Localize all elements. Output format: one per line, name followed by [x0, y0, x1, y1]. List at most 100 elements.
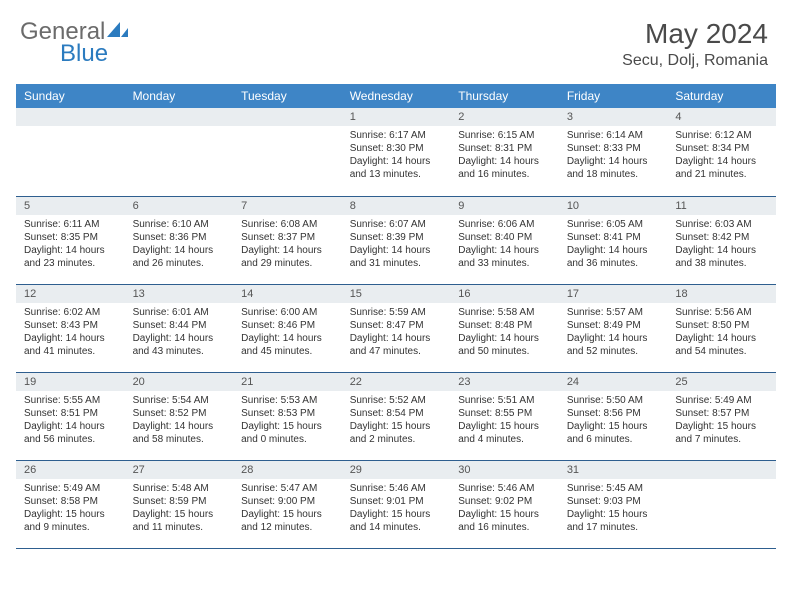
day-details: Sunrise: 6:17 AMSunset: 8:30 PMDaylight:… — [342, 126, 451, 186]
day-number: 16 — [450, 285, 559, 303]
day-cell: 26Sunrise: 5:49 AMSunset: 8:58 PMDayligh… — [16, 460, 125, 548]
brand-logo: GeneralBlue — [20, 18, 129, 68]
day-number: 6 — [125, 197, 234, 215]
day-details: Sunrise: 6:14 AMSunset: 8:33 PMDaylight:… — [559, 126, 668, 186]
day-number: 31 — [559, 461, 668, 479]
day-cell: 29Sunrise: 5:46 AMSunset: 9:01 PMDayligh… — [342, 460, 451, 548]
week-row: 1Sunrise: 6:17 AMSunset: 8:30 PMDaylight… — [16, 108, 776, 196]
brand-part2: Blue — [60, 40, 129, 68]
week-row: 26Sunrise: 5:49 AMSunset: 8:58 PMDayligh… — [16, 460, 776, 548]
day-cell: 7Sunrise: 6:08 AMSunset: 8:37 PMDaylight… — [233, 196, 342, 284]
title-block: May 2024 Secu, Dolj, Romania — [622, 18, 768, 70]
day-details: Sunrise: 5:46 AMSunset: 9:02 PMDaylight:… — [450, 479, 559, 539]
day-number: 11 — [667, 197, 776, 215]
day-cell: 15Sunrise: 5:59 AMSunset: 8:47 PMDayligh… — [342, 284, 451, 372]
day-details: Sunrise: 6:08 AMSunset: 8:37 PMDaylight:… — [233, 215, 342, 275]
day-cell: 6Sunrise: 6:10 AMSunset: 8:36 PMDaylight… — [125, 196, 234, 284]
month-title: May 2024 — [622, 18, 768, 50]
day-details: Sunrise: 5:56 AMSunset: 8:50 PMDaylight:… — [667, 303, 776, 363]
day-details: Sunrise: 6:06 AMSunset: 8:40 PMDaylight:… — [450, 215, 559, 275]
day-number: 23 — [450, 373, 559, 391]
day-cell — [16, 108, 125, 196]
day-cell — [125, 108, 234, 196]
daynum-empty — [125, 108, 234, 126]
day-number: 7 — [233, 197, 342, 215]
day-cell: 27Sunrise: 5:48 AMSunset: 8:59 PMDayligh… — [125, 460, 234, 548]
day-details: Sunrise: 6:10 AMSunset: 8:36 PMDaylight:… — [125, 215, 234, 275]
day-cell: 21Sunrise: 5:53 AMSunset: 8:53 PMDayligh… — [233, 372, 342, 460]
day-cell — [233, 108, 342, 196]
day-details: Sunrise: 5:58 AMSunset: 8:48 PMDaylight:… — [450, 303, 559, 363]
calendar-table: SundayMondayTuesdayWednesdayThursdayFrid… — [16, 84, 776, 549]
day-number: 21 — [233, 373, 342, 391]
day-cell: 11Sunrise: 6:03 AMSunset: 8:42 PMDayligh… — [667, 196, 776, 284]
day-details: Sunrise: 6:15 AMSunset: 8:31 PMDaylight:… — [450, 126, 559, 186]
day-number: 20 — [125, 373, 234, 391]
day-number: 30 — [450, 461, 559, 479]
day-cell: 12Sunrise: 6:02 AMSunset: 8:43 PMDayligh… — [16, 284, 125, 372]
day-number: 10 — [559, 197, 668, 215]
day-number: 19 — [16, 373, 125, 391]
day-details: Sunrise: 5:50 AMSunset: 8:56 PMDaylight:… — [559, 391, 668, 451]
day-number: 22 — [342, 373, 451, 391]
day-number: 15 — [342, 285, 451, 303]
day-details: Sunrise: 6:05 AMSunset: 8:41 PMDaylight:… — [559, 215, 668, 275]
day-details: Sunrise: 5:47 AMSunset: 9:00 PMDaylight:… — [233, 479, 342, 539]
dow-sunday: Sunday — [16, 84, 125, 108]
day-number: 29 — [342, 461, 451, 479]
day-number: 18 — [667, 285, 776, 303]
day-cell: 25Sunrise: 5:49 AMSunset: 8:57 PMDayligh… — [667, 372, 776, 460]
day-number: 24 — [559, 373, 668, 391]
week-row: 12Sunrise: 6:02 AMSunset: 8:43 PMDayligh… — [16, 284, 776, 372]
day-cell: 3Sunrise: 6:14 AMSunset: 8:33 PMDaylight… — [559, 108, 668, 196]
day-cell: 24Sunrise: 5:50 AMSunset: 8:56 PMDayligh… — [559, 372, 668, 460]
day-cell: 9Sunrise: 6:06 AMSunset: 8:40 PMDaylight… — [450, 196, 559, 284]
day-details: Sunrise: 5:55 AMSunset: 8:51 PMDaylight:… — [16, 391, 125, 451]
day-cell — [667, 460, 776, 548]
day-cell: 4Sunrise: 6:12 AMSunset: 8:34 PMDaylight… — [667, 108, 776, 196]
day-number: 1 — [342, 108, 451, 126]
dow-tuesday: Tuesday — [233, 84, 342, 108]
dow-saturday: Saturday — [667, 84, 776, 108]
day-number: 9 — [450, 197, 559, 215]
day-number: 28 — [233, 461, 342, 479]
day-number: 27 — [125, 461, 234, 479]
day-details: Sunrise: 5:53 AMSunset: 8:53 PMDaylight:… — [233, 391, 342, 451]
day-details: Sunrise: 6:12 AMSunset: 8:34 PMDaylight:… — [667, 126, 776, 186]
day-cell: 5Sunrise: 6:11 AMSunset: 8:35 PMDaylight… — [16, 196, 125, 284]
day-details: Sunrise: 5:54 AMSunset: 8:52 PMDaylight:… — [125, 391, 234, 451]
dow-wednesday: Wednesday — [342, 84, 451, 108]
day-number: 25 — [667, 373, 776, 391]
brand-sail-icon — [107, 21, 129, 44]
day-details: Sunrise: 6:00 AMSunset: 8:46 PMDaylight:… — [233, 303, 342, 363]
daynum-empty — [233, 108, 342, 126]
day-cell: 10Sunrise: 6:05 AMSunset: 8:41 PMDayligh… — [559, 196, 668, 284]
daynum-empty — [16, 108, 125, 126]
day-details: Sunrise: 5:48 AMSunset: 8:59 PMDaylight:… — [125, 479, 234, 539]
day-cell: 19Sunrise: 5:55 AMSunset: 8:51 PMDayligh… — [16, 372, 125, 460]
dow-friday: Friday — [559, 84, 668, 108]
dow-thursday: Thursday — [450, 84, 559, 108]
day-details: Sunrise: 6:11 AMSunset: 8:35 PMDaylight:… — [16, 215, 125, 275]
dow-monday: Monday — [125, 84, 234, 108]
day-number: 8 — [342, 197, 451, 215]
day-details: Sunrise: 5:49 AMSunset: 8:57 PMDaylight:… — [667, 391, 776, 451]
day-details: Sunrise: 5:46 AMSunset: 9:01 PMDaylight:… — [342, 479, 451, 539]
day-cell: 14Sunrise: 6:00 AMSunset: 8:46 PMDayligh… — [233, 284, 342, 372]
location-text: Secu, Dolj, Romania — [622, 52, 768, 70]
day-details: Sunrise: 6:07 AMSunset: 8:39 PMDaylight:… — [342, 215, 451, 275]
day-number: 4 — [667, 108, 776, 126]
day-number: 26 — [16, 461, 125, 479]
day-number: 3 — [559, 108, 668, 126]
day-cell: 22Sunrise: 5:52 AMSunset: 8:54 PMDayligh… — [342, 372, 451, 460]
day-number: 2 — [450, 108, 559, 126]
day-number: 13 — [125, 285, 234, 303]
day-cell: 28Sunrise: 5:47 AMSunset: 9:00 PMDayligh… — [233, 460, 342, 548]
day-number: 14 — [233, 285, 342, 303]
day-details: Sunrise: 5:49 AMSunset: 8:58 PMDaylight:… — [16, 479, 125, 539]
dow-header-row: SundayMondayTuesdayWednesdayThursdayFrid… — [16, 84, 776, 108]
day-number: 5 — [16, 197, 125, 215]
day-details: Sunrise: 5:59 AMSunset: 8:47 PMDaylight:… — [342, 303, 451, 363]
day-cell: 2Sunrise: 6:15 AMSunset: 8:31 PMDaylight… — [450, 108, 559, 196]
day-details: Sunrise: 6:01 AMSunset: 8:44 PMDaylight:… — [125, 303, 234, 363]
